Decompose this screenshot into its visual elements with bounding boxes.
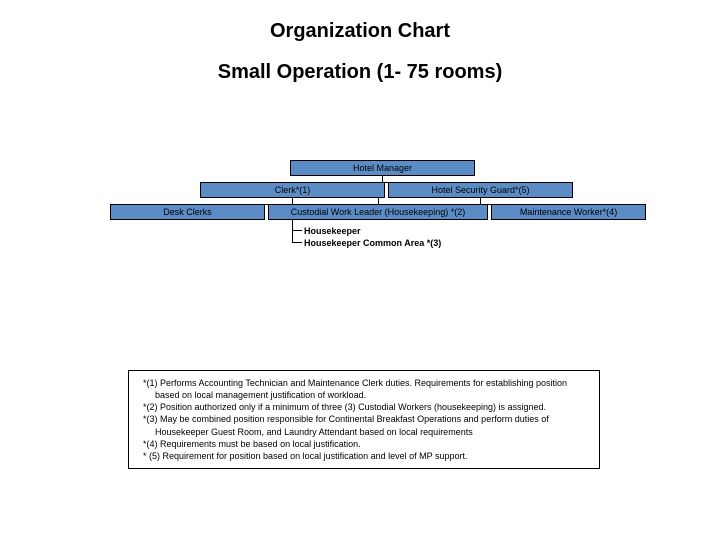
- connector-line: [292, 220, 293, 242]
- org-node-maint: Maintenance Worker*(4): [491, 204, 646, 220]
- footnotes-box: *(1) Performs Accounting Technician and …: [128, 370, 600, 469]
- connector-line: [292, 230, 302, 231]
- org-node-mgr: Hotel Manager: [290, 160, 475, 176]
- connector-line: [292, 242, 302, 243]
- org-node-guard: Hotel Security Guard*(5): [388, 182, 573, 198]
- org-node-clerk: Clerk*(1): [200, 182, 385, 198]
- org-sublabel-hk2: Housekeeper Common Area *(3): [304, 238, 441, 248]
- org-chart: Hotel Manager Clerk*(1)Hotel Security Gua…: [0, 160, 720, 300]
- footnote-3: *(3) May be combined position responsibl…: [137, 413, 591, 437]
- footnote-1: *(1) Performs Accounting Technician and …: [137, 377, 591, 401]
- org-node-cust: Custodial Work Leader (Housekeeping) *(2…: [268, 204, 488, 220]
- footnote-2: *(2) Position authorized only if a minim…: [137, 401, 591, 413]
- org-sublabel-hk1: Housekeeper: [304, 226, 361, 236]
- footnote-4: *(4) Requirements must be based on local…: [137, 438, 591, 450]
- page-subtitle: Small Operation (1- 75 rooms): [0, 61, 720, 84]
- footnote-5: * (5) Requirement for position based on …: [137, 450, 591, 462]
- org-node-desk: Desk Clerks: [110, 204, 265, 220]
- page-title: Organization Chart: [0, 20, 720, 43]
